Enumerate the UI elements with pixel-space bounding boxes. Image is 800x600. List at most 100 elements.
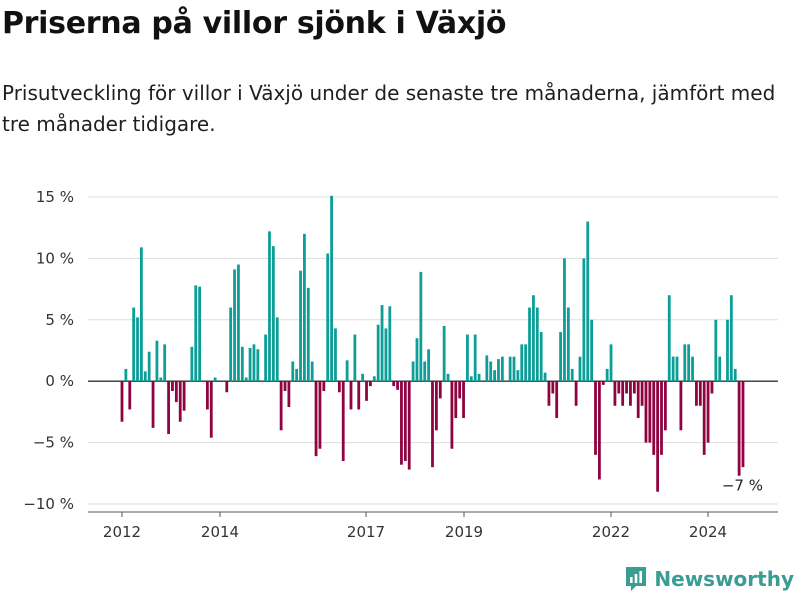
bar-chart: 15 % 10 % 5 % 0 % −5 % −10 % 2012 2014 2017 2019…	[23, 188, 778, 541]
bar	[388, 306, 392, 382]
bar	[143, 371, 147, 382]
bar	[512, 356, 516, 382]
bar	[729, 295, 733, 382]
bar	[667, 295, 671, 382]
bar	[516, 370, 520, 382]
bar	[450, 381, 454, 449]
bar	[543, 372, 547, 382]
bar	[691, 356, 694, 382]
bar	[454, 381, 458, 419]
bar	[252, 344, 256, 382]
bar	[466, 334, 469, 382]
bar	[225, 381, 229, 393]
bar	[167, 381, 170, 434]
bar	[532, 295, 535, 382]
bar	[268, 231, 271, 382]
x-tick-label: 2012	[103, 523, 141, 541]
bar	[353, 334, 357, 382]
bar	[683, 344, 687, 382]
bar	[314, 381, 318, 457]
brand-name: Newsworthy	[654, 567, 794, 591]
y-tick-label: 0 %	[45, 372, 74, 390]
bar	[248, 348, 252, 382]
bar	[590, 319, 594, 382]
bar	[427, 349, 431, 382]
bar	[411, 361, 415, 382]
bar	[586, 221, 590, 382]
bar	[330, 195, 333, 382]
bar	[271, 246, 275, 382]
bar	[171, 381, 174, 392]
bar	[687, 344, 691, 382]
bar	[582, 258, 586, 382]
bar	[163, 344, 167, 382]
bar	[275, 317, 279, 382]
bar	[349, 381, 353, 410]
bar	[679, 381, 683, 431]
bar	[547, 381, 551, 406]
bar	[660, 381, 663, 455]
chart-subtitle: Prisutveckling för villor i Växjö under …	[2, 81, 776, 136]
bar	[299, 270, 302, 382]
bar	[710, 381, 714, 394]
bar	[151, 381, 155, 428]
newsworthy-brand[interactable]: Newsworthy	[624, 566, 794, 592]
bar	[326, 253, 330, 382]
bar	[458, 381, 462, 399]
bar	[310, 361, 314, 382]
bar	[361, 373, 365, 382]
bar	[264, 334, 267, 382]
bar	[508, 356, 512, 382]
y-tick-label: −5 %	[33, 434, 74, 452]
bar	[306, 287, 310, 382]
bar	[446, 373, 450, 382]
bar	[400, 381, 403, 465]
bar	[365, 381, 368, 401]
bar	[392, 381, 396, 387]
bar	[524, 344, 528, 382]
bar	[438, 381, 442, 399]
bar	[617, 381, 621, 394]
bar	[621, 381, 625, 406]
bar	[613, 381, 617, 406]
bar	[656, 381, 660, 492]
bar	[357, 381, 361, 410]
bar	[675, 356, 679, 382]
y-axis-labels: 15 % 10 % 5 % 0 % −5 % −10 %	[23, 188, 74, 513]
bar	[322, 381, 326, 392]
bar	[648, 381, 652, 443]
bar	[632, 381, 636, 394]
bar	[345, 360, 349, 382]
bar	[578, 356, 582, 382]
bar	[291, 361, 295, 382]
bar	[555, 381, 559, 419]
bar	[147, 351, 151, 382]
bar	[695, 381, 698, 406]
bars	[120, 195, 745, 492]
bar	[520, 344, 524, 382]
bar	[671, 356, 675, 382]
bar	[644, 381, 648, 443]
bar	[500, 356, 504, 382]
bar	[431, 381, 434, 468]
bar	[714, 319, 718, 382]
bar	[636, 381, 640, 419]
x-tick-label: 2024	[689, 523, 727, 541]
bar	[419, 271, 423, 382]
bar	[473, 334, 477, 382]
bar	[128, 381, 132, 410]
bar	[190, 346, 194, 382]
y-tick-label: −10 %	[23, 495, 74, 513]
bar	[136, 317, 139, 382]
y-tick-label: 15 %	[36, 188, 74, 206]
bar	[240, 346, 244, 382]
bar	[605, 368, 609, 382]
bar	[372, 376, 376, 382]
bar	[205, 381, 209, 410]
bar	[663, 381, 667, 431]
bar	[566, 307, 570, 382]
bar	[528, 307, 531, 382]
bar	[489, 361, 493, 382]
bar	[283, 381, 287, 392]
bar	[733, 368, 737, 382]
